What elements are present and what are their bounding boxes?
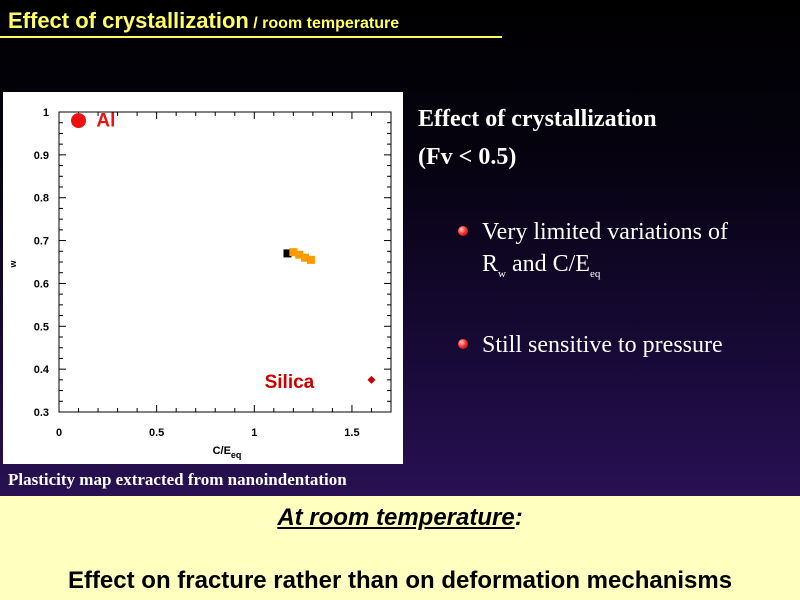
data-point-al — [71, 113, 87, 129]
data-point-crystallized — [283, 249, 292, 258]
data-point-crystallized — [306, 255, 315, 264]
slide-title-sub: / room temperature — [248, 15, 400, 32]
y-tick-label: 0.3 — [34, 407, 49, 419]
y-tick-label: 0.8 — [34, 193, 49, 205]
bottom-conclusion-panel: At room temperature: Effect on fracture … — [0, 496, 800, 600]
bullet1-ce-text: and C/E — [505, 251, 590, 277]
y-tick-label: 0.7 — [34, 236, 49, 248]
slide-title: Effect of crystallization / room tempera… — [8, 8, 399, 34]
right-heading: Effect of crystallization (Fv < 0.5) — [418, 100, 657, 176]
x-tick-label: 1.5 — [344, 427, 359, 439]
y-tick-label: 1 — [43, 107, 49, 119]
bullet1-rw-sub: w — [498, 268, 506, 280]
y-tick-label: 0.4 — [34, 364, 50, 376]
bullet1-ce-sub: eq — [589, 268, 601, 280]
x-tick-label: 0.5 — [149, 427, 164, 439]
bottom-line1-italic: At room temperature — [277, 504, 515, 531]
red-sphere-bullet-icon — [458, 339, 468, 349]
right-heading-line2: (Fv < 0.5) — [418, 144, 517, 170]
chart-svg: 0 0.5 1 1.5 0.3 0.4 0.5 0.6 0.7 0.8 0.9 1 C/Eeq w Al Si… — [8, 107, 392, 460]
x-tick-label: 1 — [251, 427, 257, 439]
bottom-line1-colon: : — [514, 504, 523, 531]
bullet1-rw-r: R — [482, 251, 499, 277]
bullet1-line1: Very limited variations of — [482, 219, 728, 245]
plasticity-map-chart: 0 0.5 1 1.5 0.3 0.4 0.5 0.6 0.7 0.8 0.9 1 C/Eeq w Al Si… — [3, 92, 403, 464]
data-point-crystallized — [295, 250, 304, 259]
x-tick-label: 0 — [56, 427, 62, 439]
chart-annotation: Al — [96, 111, 115, 132]
y-tick-label: 0.9 — [34, 150, 49, 162]
bullet-item-variations: Very limited variations of Rw and C/Eeq — [458, 216, 728, 290]
bottom-line2: Effect on fracture rather than on deform… — [67, 567, 733, 594]
right-heading-line1: Effect of crystallization — [418, 106, 657, 132]
chart-caption: Plasticity map extracted from nanoindent… — [8, 470, 347, 489]
red-sphere-bullet-icon — [458, 226, 468, 236]
plot-frame — [58, 111, 392, 413]
chart-annotation: Silica — [265, 372, 315, 393]
y-tick-label: 0.5 — [34, 321, 49, 333]
data-point-crystallized — [289, 248, 298, 257]
bullet-item-pressure: Still sensitive to pressure — [458, 329, 723, 361]
data-point-silica — [367, 375, 376, 384]
bottom-line1: At room temperature: — [0, 504, 800, 532]
y-tick-label: 0.6 — [34, 278, 49, 290]
bullet1-line2: Rw and C/Eeq — [458, 248, 728, 290]
x-axis-label: C/Eeq — [213, 445, 242, 460]
bullet2-text: Still sensitive to pressure — [482, 332, 723, 358]
y-axis-label: w — [8, 260, 18, 269]
slide-title-main: Effect of crystallization — [8, 8, 249, 33]
title-underline — [0, 36, 502, 38]
data-point-crystallized — [301, 253, 310, 262]
